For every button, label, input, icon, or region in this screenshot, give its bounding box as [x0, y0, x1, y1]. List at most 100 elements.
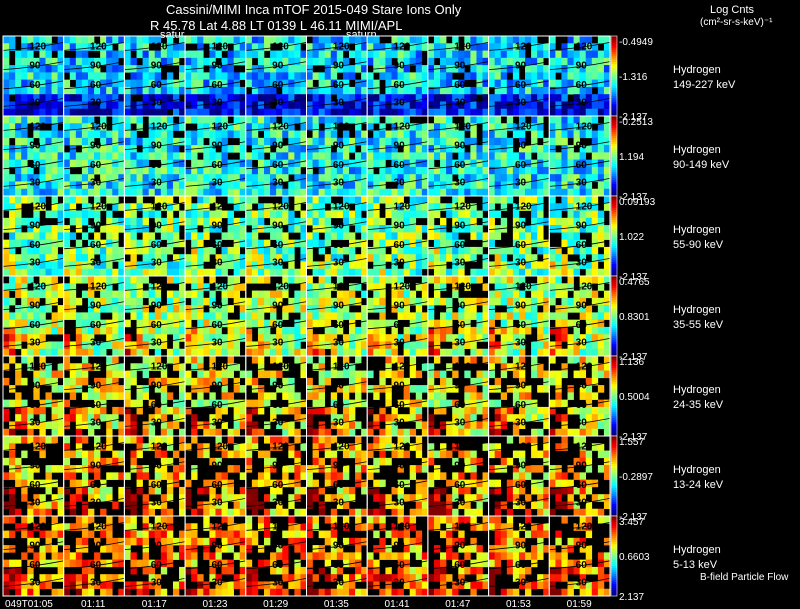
heatmap-cell — [500, 79, 508, 88]
heatmap-cell — [561, 334, 568, 342]
heatmap-cell — [391, 86, 398, 95]
heatmap-cell — [185, 276, 192, 284]
heatmap-cell — [294, 188, 301, 197]
heatmap-cell — [525, 196, 532, 204]
heatmap-cell — [21, 72, 28, 80]
heatmap-cell — [427, 370, 435, 379]
contour-label: 90 — [515, 221, 527, 232]
heatmap-cell — [33, 246, 40, 255]
heatmap-cell — [221, 159, 228, 168]
heatmap-cell — [555, 86, 562, 95]
heatmap-cell — [409, 43, 417, 51]
heatmap-cell — [142, 305, 149, 313]
heatmap-cell — [531, 50, 538, 59]
heatmap-cell — [264, 392, 271, 400]
contour-line — [185, 61, 246, 70]
heatmap-cell — [276, 385, 283, 393]
heatmap-cell — [427, 254, 435, 262]
heatmap-cell — [130, 246, 137, 255]
heatmap-cell — [179, 86, 186, 95]
contour-line — [367, 141, 428, 150]
heatmap-cell — [385, 428, 392, 437]
heatmap-cell — [549, 108, 556, 117]
heatmap-cell — [518, 108, 526, 117]
heatmap-cell — [124, 377, 131, 386]
heatmap-cell — [518, 159, 526, 168]
heatmap-cell — [106, 232, 113, 240]
contour-label: 90 — [151, 381, 163, 392]
heatmap-cell — [118, 123, 125, 131]
heatmap-cell — [518, 217, 526, 226]
heatmap-cell — [440, 86, 447, 95]
heatmap-cell — [33, 210, 40, 219]
heatmap-cell — [494, 356, 502, 364]
contour-line — [367, 202, 428, 211]
heatmap-cell — [75, 137, 83, 146]
heatmap-cell — [227, 225, 234, 233]
heatmap-cell — [179, 377, 186, 386]
heatmap-cell — [464, 152, 471, 160]
heatmap-cell — [33, 268, 40, 277]
heatmap-cell — [488, 101, 495, 110]
heatmap-cell — [543, 72, 550, 80]
energy-label: 35-55 keV — [673, 319, 724, 331]
contour-line — [2, 178, 64, 187]
heatmap-cell — [476, 86, 483, 95]
heatmap-cell — [379, 268, 386, 277]
heatmap-cell — [543, 305, 550, 313]
heatmap-cell — [94, 261, 101, 270]
heatmap-cell — [324, 217, 332, 226]
colorbar-segment — [611, 272, 617, 275]
heatmap-cell — [245, 297, 253, 306]
colorbar-segment — [611, 350, 617, 353]
heatmap-cell — [573, 341, 580, 350]
heatmap-cell — [579, 297, 587, 306]
heatmap-cell — [312, 137, 319, 146]
heatmap-cell — [573, 116, 580, 124]
heatmap-cell — [172, 137, 180, 146]
contour-line — [185, 122, 246, 131]
heatmap-cell — [367, 137, 374, 146]
heatmap-cell — [288, 217, 295, 226]
heatmap-cell — [160, 130, 168, 139]
heatmap-cell — [270, 210, 277, 219]
heatmap-cell — [379, 406, 386, 415]
contour-label: 90 — [151, 61, 163, 72]
heatmap-cell — [221, 210, 228, 219]
heatmap-cell — [555, 57, 562, 66]
heatmap-cell — [282, 166, 289, 175]
heatmap-cell — [567, 145, 574, 153]
heatmap-cell — [185, 305, 192, 313]
heatmap-cell — [427, 232, 435, 240]
heatmap-cell — [239, 130, 247, 139]
contour-label: 60 — [211, 80, 223, 91]
heatmap-cell — [482, 348, 489, 357]
heatmap-cell — [233, 108, 241, 117]
contour-label: 90 — [90, 141, 102, 152]
heatmap-cell — [106, 326, 113, 335]
heatmap-cell — [136, 159, 143, 168]
heatmap-cell — [233, 421, 241, 430]
heatmap-cell — [433, 261, 441, 270]
heatmap-cell — [160, 232, 168, 240]
heatmap-cell — [348, 210, 356, 219]
heatmap-cell — [209, 399, 216, 408]
heatmap-cell — [409, 406, 417, 415]
heatmap-cell — [251, 79, 259, 88]
heatmap-cell — [9, 101, 16, 110]
heatmap-cell — [245, 166, 253, 175]
heatmap-cell — [427, 79, 435, 88]
heatmap-cell — [591, 297, 599, 306]
heatmap-cell — [336, 225, 344, 233]
heatmap-cell — [525, 108, 532, 117]
heatmap-cell — [409, 36, 417, 44]
colorbar-segment — [611, 296, 617, 299]
contour-label: 60 — [576, 320, 588, 331]
heatmap-cell — [531, 203, 538, 211]
heatmap-cell — [39, 72, 46, 80]
heatmap-cell — [525, 181, 532, 190]
heatmap-cell — [148, 399, 156, 408]
heatmap-cell — [239, 50, 247, 59]
heatmap-cell — [106, 254, 113, 262]
heatmap-cell — [166, 276, 174, 284]
